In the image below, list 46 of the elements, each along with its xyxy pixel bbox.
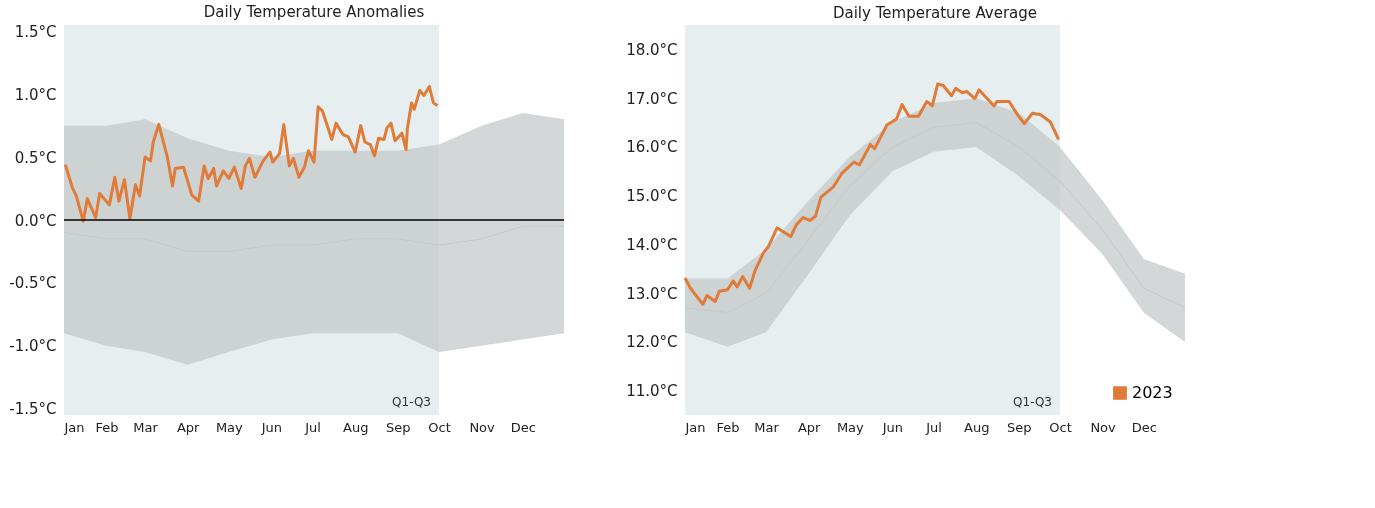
- y-tick-label: 13.0°C: [626, 284, 678, 303]
- x-tick-label: Feb: [95, 419, 119, 435]
- x-tick-label: Apr: [797, 419, 822, 435]
- chart-title: Daily Temperature Anomalies: [203, 3, 425, 22]
- y-tick-label: 12.0°C: [626, 333, 678, 352]
- y-tick-label: 0.5°C: [14, 148, 57, 167]
- y-tick-label: 0.0°C: [14, 211, 57, 230]
- x-tick-label: Oct: [1049, 419, 1072, 435]
- line-series: [683, 82, 1061, 306]
- y-tick-label: 14.0°C: [626, 235, 678, 254]
- band-label: Q1-Q3: [1013, 395, 1052, 409]
- x-tick-label: Dec: [1131, 419, 1157, 435]
- x-tick-label: Jan: [63, 419, 85, 435]
- x-tick-label: Nov: [469, 419, 496, 435]
- y-tick-label: 11.0°C: [626, 382, 678, 401]
- x-tick-label: Mar: [754, 419, 780, 435]
- x-tick-label: Sep: [1007, 419, 1032, 435]
- legend-label: 2023: [1132, 383, 1173, 402]
- y-tick-label: 17.0°C: [626, 89, 678, 108]
- x-tick-label: Feb: [716, 419, 740, 435]
- x-tick-label: Apr: [176, 419, 201, 435]
- y-tick-label: -1.0°C: [9, 337, 57, 356]
- x-tick-label: Oct: [428, 419, 451, 435]
- band-label: Q1-Q3: [392, 395, 431, 409]
- line-series: [63, 85, 440, 223]
- x-tick-label: May: [836, 419, 865, 435]
- y-tick-label: 16.0°C: [626, 138, 678, 157]
- y-tick-label: 15.0°C: [626, 187, 678, 206]
- x-tick-label: Mar: [133, 419, 159, 435]
- y-tick-label: -0.5°C: [9, 274, 57, 293]
- y-tick-label: -1.5°C: [9, 400, 57, 419]
- x-tick-label: Jul: [304, 419, 321, 435]
- x-tick-label: Jun: [260, 419, 283, 435]
- x-tick-label: Nov: [1090, 419, 1117, 435]
- y-tick-label: 1.5°C: [14, 22, 57, 41]
- chart-title: Daily Temperature Average: [832, 4, 1038, 22]
- x-tick-label: Jul: [925, 419, 942, 435]
- y-tick-label: 18.0°C: [626, 40, 678, 59]
- x-tick-label: May: [215, 419, 244, 435]
- x-tick-label: Sep: [386, 419, 411, 435]
- x-tick-label: Aug: [964, 419, 990, 435]
- x-tick-label: Dec: [510, 419, 536, 435]
- x-tick-label: Jun: [881, 419, 904, 435]
- x-tick-label: Jan: [684, 419, 706, 435]
- x-tick-label: Aug: [343, 419, 369, 435]
- y-tick-label: 1.0°C: [14, 85, 57, 104]
